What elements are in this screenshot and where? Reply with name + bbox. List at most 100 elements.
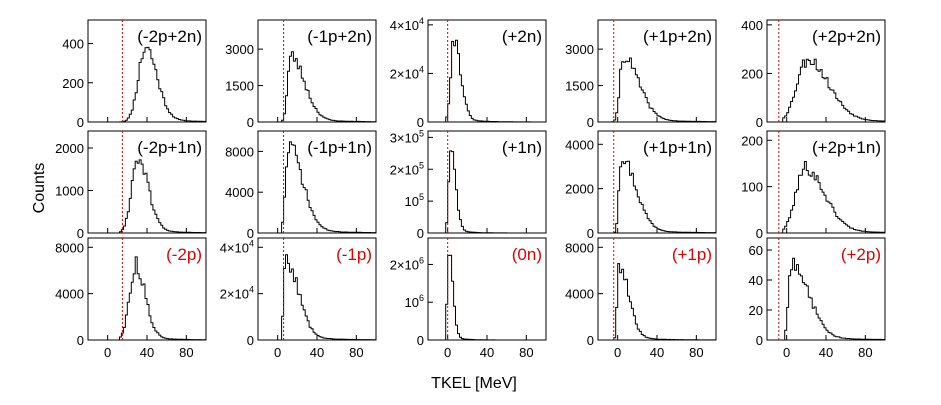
histogram-panel: 0 2×104 4×104 0 40 80 (-1p) xyxy=(220,237,377,360)
x-tick-label: 40 xyxy=(140,345,154,360)
histogram-panel: 0 105 2×105 3×105 (+1n) xyxy=(390,128,547,241)
histogram-series xyxy=(598,160,716,234)
y-tick-label: 2000 xyxy=(565,182,594,197)
y-tick-label: 2×106 xyxy=(390,255,424,272)
panel-label: (-1p+2n) xyxy=(307,27,372,46)
x-tick-label: 40 xyxy=(310,345,324,360)
histogram-panel: 0 106 2×106 0 40 80 (0n) xyxy=(390,237,547,360)
panel-label: (+1n) xyxy=(502,138,542,157)
y-tick-label: 8000 xyxy=(225,144,254,159)
panel-label: (+1p+1n) xyxy=(643,138,712,157)
y-tick-label: 40 xyxy=(749,273,763,288)
histogram-panel: 0 4000 8000 (-1p+1n) xyxy=(225,130,377,241)
y-tick-label: 0 xyxy=(756,333,763,348)
panel-label: (+1p+2n) xyxy=(643,27,712,46)
histogram-panel: 0 100 200 (+2p+1n) xyxy=(741,130,886,241)
histogram-panel: 0 4000 8000 0 40 80 (-2p) xyxy=(55,237,207,360)
x-tick-label: 0 xyxy=(614,345,621,360)
y-tick-label: 1500 xyxy=(565,79,594,94)
panel-label: (-1p+1n) xyxy=(307,138,372,157)
x-axis-title: TKEL [MeV] xyxy=(431,375,517,392)
histogram-series xyxy=(428,150,546,234)
y-axis-title: Counts xyxy=(31,163,48,214)
histogram-series xyxy=(767,161,885,234)
x-tick-label: 80 xyxy=(179,345,193,360)
y-tick-label: 3000 xyxy=(225,42,254,57)
y-tick-label: 0 xyxy=(77,115,84,130)
x-tick-label: 0 xyxy=(444,345,451,360)
y-tick-label: 0 xyxy=(77,333,84,348)
panel-label: (+1p) xyxy=(672,245,712,264)
x-tick-label: 0 xyxy=(104,345,111,360)
y-tick-label: 2×104 xyxy=(390,64,424,81)
y-tick-label: 4×104 xyxy=(390,16,424,33)
histogram-series xyxy=(428,254,546,341)
y-tick-label: 1000 xyxy=(55,184,84,199)
y-tick-label: 0 xyxy=(587,115,594,130)
histogram-series xyxy=(428,39,546,123)
y-tick-label: 0 xyxy=(417,333,424,348)
y-tick-label: 0 xyxy=(247,226,254,241)
y-tick-label: 0 xyxy=(417,115,424,130)
y-tick-label: 0 xyxy=(247,333,254,348)
y-tick-label: 400 xyxy=(62,37,84,52)
y-tick-label: 100 xyxy=(741,180,763,195)
histogram-panel: 0 4000 8000 0 40 80 (+1p) xyxy=(565,237,717,360)
panel-label: (+2n) xyxy=(502,27,542,46)
y-tick-label: 20 xyxy=(749,303,763,318)
histogram-panel: 0 200 400 (-2p+2n) xyxy=(62,19,207,130)
y-tick-label: 8000 xyxy=(565,240,594,255)
y-tick-label: 2×104 xyxy=(220,285,254,302)
y-tick-label: 0 xyxy=(756,226,763,241)
histogram-series xyxy=(767,58,885,123)
y-tick-label: 0 xyxy=(587,333,594,348)
panel-label: (-1p) xyxy=(336,245,372,264)
y-tick-label: 200 xyxy=(62,76,84,91)
y-tick-label: 200 xyxy=(741,133,763,148)
histogram-series xyxy=(767,257,885,341)
x-tick-label: 40 xyxy=(480,345,494,360)
histogram-series xyxy=(258,51,376,123)
y-tick-label: 3×105 xyxy=(390,128,424,145)
y-tick-label: 4×104 xyxy=(220,238,254,255)
histogram-series xyxy=(88,256,206,341)
histogram-series xyxy=(88,159,206,234)
y-tick-label: 200 xyxy=(741,66,763,81)
histogram-panel: 0 2000 4000 (+1p+1n) xyxy=(565,130,717,241)
x-tick-label: 80 xyxy=(349,345,363,360)
y-tick-label: 400 xyxy=(741,18,763,33)
y-tick-label: 3000 xyxy=(565,42,594,57)
y-tick-label: 2000 xyxy=(55,141,84,156)
panel-label: (+2p) xyxy=(841,245,881,264)
histogram-panel: 0 1000 2000 (-2p+1n) xyxy=(55,130,207,241)
y-tick-label: 4000 xyxy=(225,185,254,200)
y-tick-label: 8000 xyxy=(55,240,84,255)
x-tick-label: 80 xyxy=(858,345,872,360)
histogram-panel: 0 200 400 (+2p+2n) xyxy=(741,18,886,130)
y-tick-label: 2×105 xyxy=(390,160,424,177)
histogram-panel: 0 2×104 4×104 (+2n) xyxy=(390,16,547,130)
histogram-series xyxy=(598,263,716,341)
histogram-series xyxy=(598,57,716,123)
y-tick-label: 0 xyxy=(77,226,84,241)
y-tick-label: 105 xyxy=(405,192,424,209)
histogram-panel: 0 1500 3000 (-1p+2n) xyxy=(225,19,377,130)
y-tick-label: 106 xyxy=(405,293,424,310)
panel-label: (+2p+1n) xyxy=(812,138,881,157)
panel-label: (-2p+1n) xyxy=(137,138,202,157)
y-tick-label: 0 xyxy=(417,226,424,241)
x-tick-label: 80 xyxy=(689,345,703,360)
y-tick-label: 0 xyxy=(756,115,763,130)
histogram-series xyxy=(258,254,376,341)
x-tick-label: 40 xyxy=(650,345,664,360)
x-tick-label: 0 xyxy=(783,345,790,360)
histogram-panel: 0 20 40 60 0 40 80 (+2p) xyxy=(749,237,886,360)
panel-label: (-2p+2n) xyxy=(137,27,202,46)
panel-label: (0n) xyxy=(512,245,542,264)
panel-label: (+2p+2n) xyxy=(812,27,881,46)
panel-label: (-2p) xyxy=(166,245,202,264)
histogram-panel: 0 1500 3000 (+1p+2n) xyxy=(565,19,717,130)
histogram-series xyxy=(88,46,206,123)
y-tick-label: 4000 xyxy=(565,287,594,302)
y-tick-label: 4000 xyxy=(565,137,594,152)
